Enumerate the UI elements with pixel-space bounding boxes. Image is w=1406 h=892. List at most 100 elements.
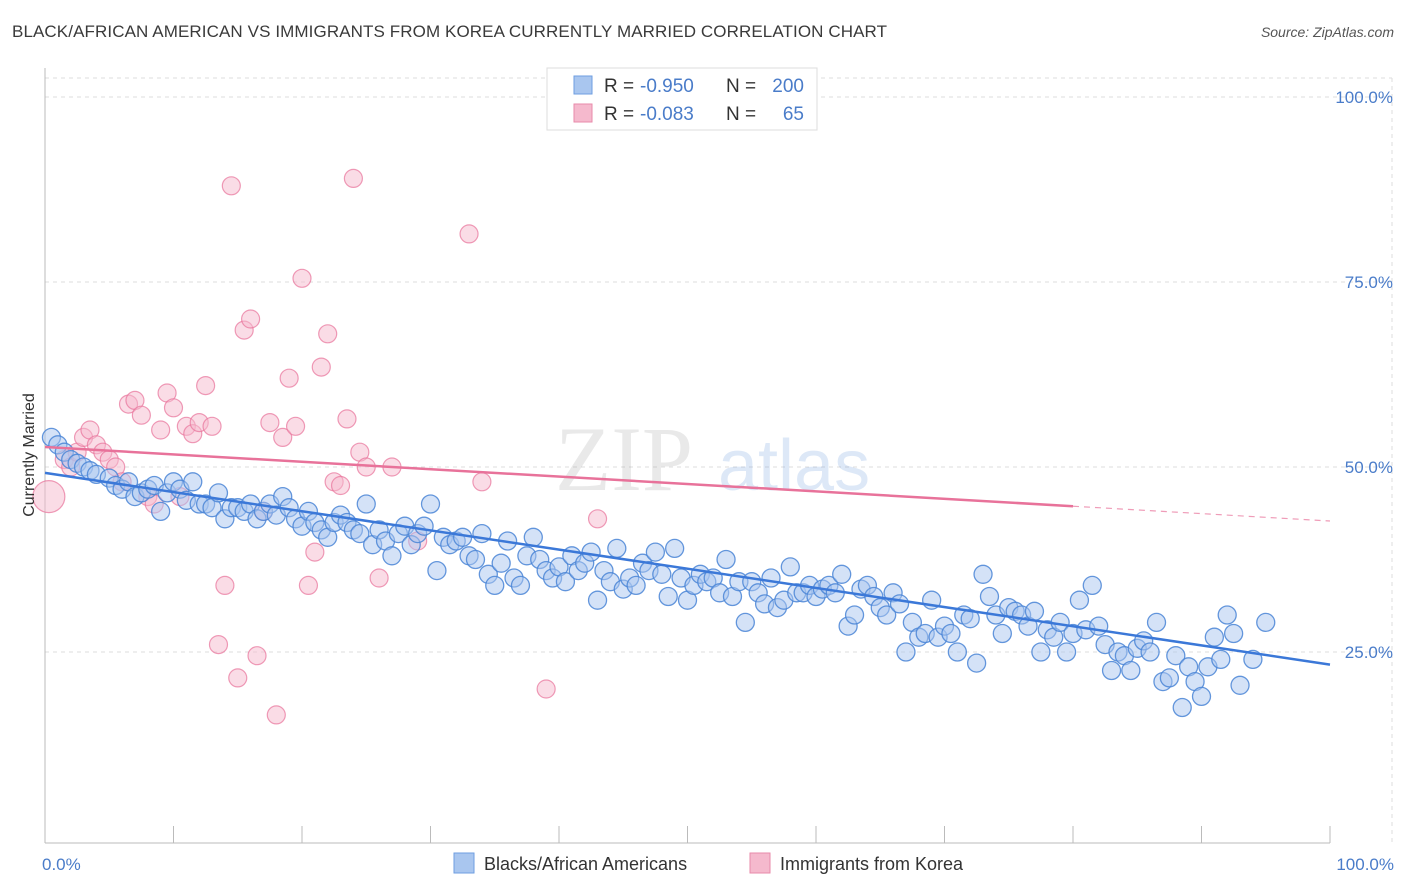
black-point [665, 538, 685, 559]
legend-r-label-1: R = [604, 76, 634, 97]
x-tick-labels: 0.0% 100.0% [42, 855, 1394, 874]
korea-point [330, 475, 351, 496]
legend-swatch-pink [573, 103, 593, 123]
y-tick-label: 50.0% [1345, 458, 1393, 477]
black-point [761, 568, 781, 588]
black-point [420, 494, 441, 514]
bottom-legend-swatch-pink [749, 852, 771, 874]
watermark-zip: ZIP [555, 408, 693, 510]
black-point [1191, 686, 1212, 707]
black-point [645, 542, 666, 562]
trend-lines [44, 445, 1331, 666]
black-point [973, 564, 993, 584]
trend-line-black [44, 471, 1331, 666]
black-point [941, 623, 961, 644]
series-korea-points [32, 168, 608, 725]
black-point [150, 501, 171, 522]
korea-point [298, 575, 319, 596]
korea-point [221, 176, 241, 196]
black-point [1121, 660, 1141, 681]
korea-point [208, 634, 229, 655]
black-point [844, 605, 865, 625]
black-point [1140, 642, 1160, 662]
black-point [1217, 605, 1237, 625]
korea-point [131, 405, 151, 425]
black-point [587, 590, 608, 610]
black-point [1024, 601, 1045, 621]
korea-point [337, 409, 357, 429]
black-point [889, 594, 910, 614]
black-point [485, 575, 505, 596]
black-point [1101, 660, 1122, 681]
bottom-legend-label-blue: Blacks/African Americans [484, 854, 687, 874]
black-point [992, 623, 1012, 644]
chart-title: BLACK/AFRICAN AMERICAN VS IMMIGRANTS FRO… [12, 22, 888, 41]
black-point [896, 642, 916, 662]
korea-point [260, 413, 280, 433]
korea-point [285, 416, 306, 436]
korea-point [459, 224, 479, 244]
legend: R = -0.950 N = 200 R = -0.083 N = 65 [546, 67, 818, 131]
legend-r-value-1: -0.950 [640, 76, 694, 97]
black-point [947, 642, 967, 662]
korea-point [32, 480, 66, 514]
x-tick-left: 0.0% [42, 855, 81, 874]
black-point [427, 560, 447, 581]
korea-point [318, 324, 338, 344]
y-tick-label: 75.0% [1345, 273, 1393, 292]
watermark: ZIP atlas [555, 408, 870, 510]
y-axis-label: Currently Married [21, 393, 38, 517]
korea-point [202, 416, 222, 436]
legend-n-label-1: N = [726, 76, 756, 97]
black-point [1069, 590, 1090, 610]
black-point [966, 653, 987, 673]
black-point [1166, 646, 1186, 666]
y-tick-label: 25.0% [1345, 643, 1393, 662]
korea-point [228, 668, 248, 688]
black-point [1211, 649, 1231, 670]
black-point [382, 546, 402, 566]
black-point [716, 549, 736, 570]
black-point [1056, 642, 1077, 662]
legend-r-label-2: R = [604, 104, 634, 125]
black-point [414, 516, 434, 536]
korea-point [536, 679, 556, 699]
black-point [1230, 675, 1250, 695]
black-point [1223, 623, 1244, 644]
korea-point [279, 368, 299, 388]
korea-point [151, 420, 171, 440]
korea-point [292, 268, 312, 288]
korea-point [247, 646, 267, 666]
black-point [491, 553, 511, 573]
black-point [183, 472, 203, 492]
black-point [356, 494, 376, 514]
korea-point [273, 427, 293, 447]
black-point [626, 575, 646, 596]
axes [44, 68, 1331, 844]
korea-point [215, 575, 235, 596]
trend-line-korea-extension [1072, 505, 1331, 522]
legend-r-value-2: -0.083 [640, 104, 694, 125]
legend-n-label-2: N = [726, 104, 756, 125]
y-tick-labels: 25.0% 50.0% 75.0% 100.0% [1335, 88, 1393, 662]
black-point [510, 575, 531, 596]
black-point [658, 586, 678, 607]
korea-point [266, 705, 286, 725]
korea-point [311, 357, 331, 377]
legend-swatch-blue [573, 75, 593, 95]
black-point [735, 612, 755, 633]
bottom-legend-swatch-blue [453, 852, 475, 874]
black-point [1031, 642, 1051, 662]
black-point [581, 542, 601, 562]
black-point [780, 557, 800, 577]
legend-n-value-1: 200 [772, 76, 804, 97]
black-point [1204, 627, 1224, 647]
black-point [1159, 668, 1180, 688]
black-point [1082, 575, 1102, 596]
black-point [979, 586, 1000, 607]
korea-point [587, 509, 608, 529]
korea-point [472, 472, 492, 492]
black-point [1146, 612, 1167, 633]
legend-n-value-2: 65 [783, 104, 804, 125]
